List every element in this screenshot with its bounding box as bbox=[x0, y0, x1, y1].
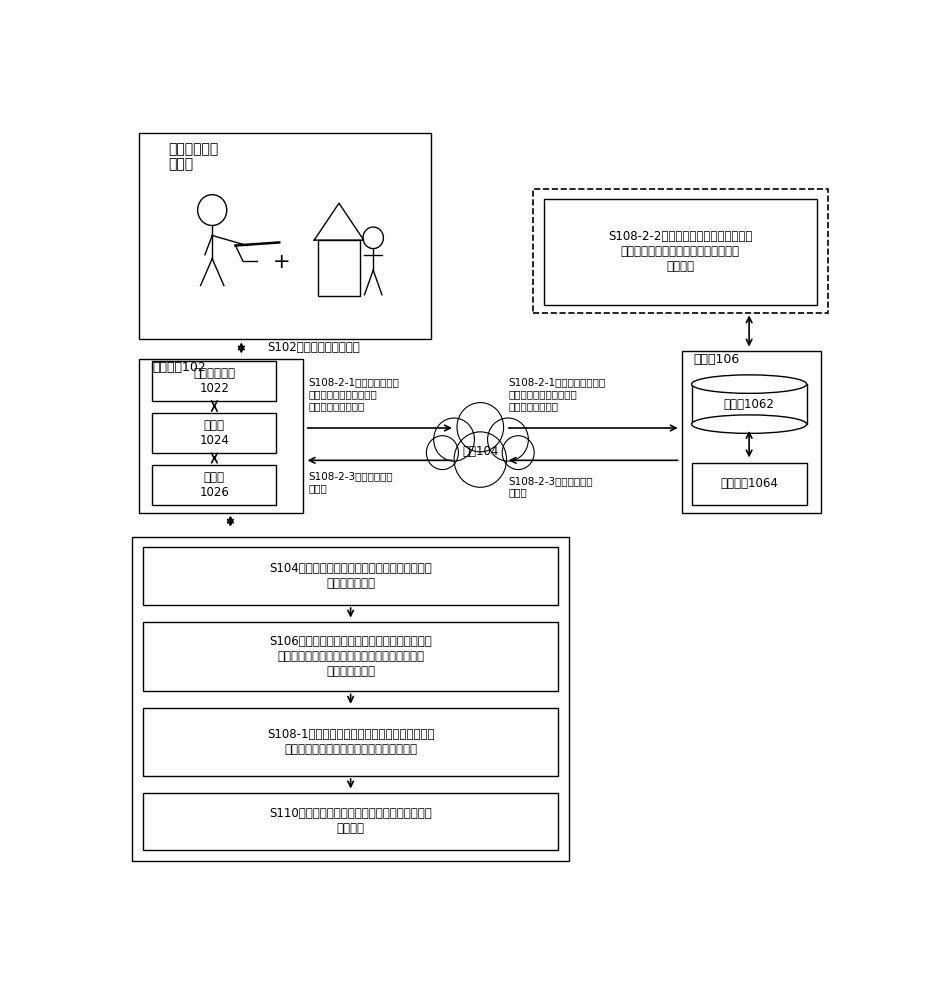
Circle shape bbox=[427, 436, 459, 470]
Text: 处理器
1024: 处理器 1024 bbox=[199, 419, 229, 447]
FancyBboxPatch shape bbox=[692, 463, 807, 505]
FancyBboxPatch shape bbox=[139, 133, 431, 339]
Ellipse shape bbox=[692, 375, 807, 393]
FancyBboxPatch shape bbox=[143, 547, 558, 605]
Text: 数据库1062: 数据库1062 bbox=[724, 398, 775, 411]
FancyBboxPatch shape bbox=[152, 413, 276, 453]
Text: S104，获取射击游戏应用客户端为虚拟角色配置
的道具切换模式: S104，获取射击游戏应用客户端为虚拟角色配置 的道具切换模式 bbox=[269, 562, 432, 590]
FancyBboxPatch shape bbox=[143, 708, 558, 776]
Text: S108-2-2，根据射击游戏应用中的历史
操作记录确定目标射击道具匹配的目标
射击模式: S108-2-2，根据射击游戏应用中的历史 操作记录确定目标射击道具匹配的目标 … bbox=[608, 230, 752, 273]
FancyBboxPatch shape bbox=[143, 622, 558, 691]
Text: S108-1，在查找到目标射击模式的情况下，将目
标射击道具的射击模式切换为目标射击模式: S108-1，在查找到目标射击模式的情况下，将目 标射击道具的射击模式切换为目标… bbox=[267, 728, 434, 756]
Ellipse shape bbox=[692, 415, 807, 433]
Text: +: + bbox=[273, 252, 290, 272]
Circle shape bbox=[454, 432, 507, 487]
Text: 客户端: 客户端 bbox=[168, 158, 194, 172]
Text: 处理引擎1064: 处理引擎1064 bbox=[720, 477, 778, 490]
Text: 网络104: 网络104 bbox=[462, 445, 498, 458]
FancyBboxPatch shape bbox=[152, 361, 276, 401]
FancyBboxPatch shape bbox=[318, 240, 360, 296]
FancyBboxPatch shape bbox=[543, 199, 817, 305]
Text: 人机交互屏幕
1022: 人机交互屏幕 1022 bbox=[194, 367, 235, 395]
FancyBboxPatch shape bbox=[132, 537, 570, 861]
Text: S110，控制目标射击道具按照目标射击模式执行
射击操作: S110，控制目标射击道具按照目标射击模式执行 射击操作 bbox=[269, 807, 432, 835]
Text: S108-2-3，发送目标射
击模式: S108-2-3，发送目标射 击模式 bbox=[509, 476, 593, 497]
Text: 射击游戏应用: 射击游戏应用 bbox=[168, 142, 219, 156]
Text: S106，在获取到道具切换模式为自动切换模式的
情况下，查找与目标射击道具的道具类型相匹配
的目标射击模式: S106，在获取到道具切换模式为自动切换模式的 情况下，查找与目标射击道具的道具… bbox=[269, 635, 432, 678]
FancyBboxPatch shape bbox=[682, 351, 821, 513]
Circle shape bbox=[488, 418, 528, 461]
Text: 存储器
1026: 存储器 1026 bbox=[199, 471, 229, 499]
FancyBboxPatch shape bbox=[533, 189, 828, 312]
Circle shape bbox=[502, 436, 534, 470]
Circle shape bbox=[457, 403, 504, 452]
FancyBboxPatch shape bbox=[143, 793, 558, 850]
FancyBboxPatch shape bbox=[139, 359, 304, 513]
FancyBboxPatch shape bbox=[692, 384, 807, 424]
Circle shape bbox=[433, 418, 475, 461]
Text: S108-2-1，在未查找到目
标射击模式的情况下，请
求获取目标射击模式: S108-2-1，在未查找到目 标射击模式的情况下，请 求获取目标射击模式 bbox=[308, 378, 400, 411]
Text: S102，检测道具切换请求: S102，检测道具切换请求 bbox=[267, 341, 360, 354]
FancyBboxPatch shape bbox=[152, 465, 276, 505]
Text: S108-2-3，发送目标射
击模式: S108-2-3，发送目标射 击模式 bbox=[308, 471, 393, 493]
Text: 服务器106: 服务器106 bbox=[693, 353, 739, 366]
Text: 终端设备102: 终端设备102 bbox=[152, 361, 206, 374]
Text: S108-2-1，在未查找到目标
射击模式的情况下，请求
获取目标射击模式: S108-2-1，在未查找到目标 射击模式的情况下，请求 获取目标射击模式 bbox=[509, 378, 605, 411]
